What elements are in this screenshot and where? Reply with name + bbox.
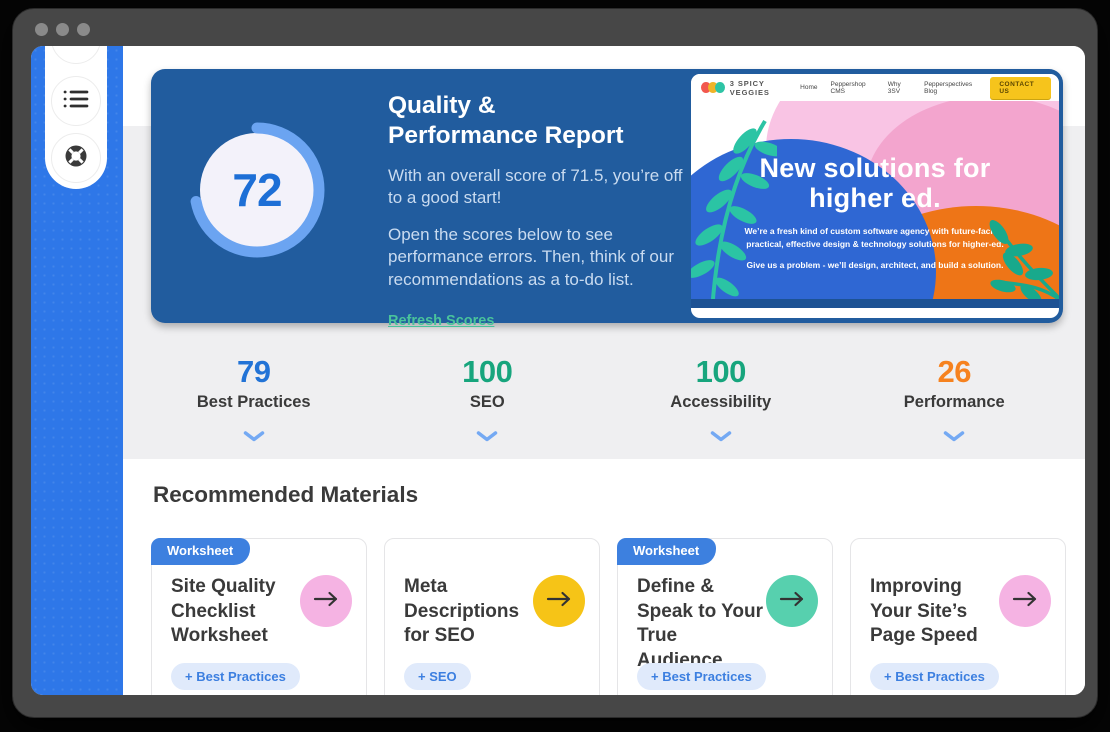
sidebar-button-help[interactable] bbox=[51, 133, 101, 183]
chevron-down-icon[interactable] bbox=[710, 429, 732, 447]
card-arrow-button[interactable] bbox=[533, 575, 585, 627]
category-tag[interactable]: + Best Practices bbox=[637, 663, 766, 690]
card-title: Meta Descriptions for SEO bbox=[404, 576, 520, 647]
sidebar bbox=[31, 46, 123, 695]
score-seo: 100 SEO bbox=[377, 354, 597, 447]
chevron-down-icon[interactable] bbox=[943, 429, 965, 447]
score-label: SEO bbox=[469, 393, 505, 411]
logo-pepper-red-icon bbox=[701, 82, 711, 93]
teal-leaves-corner-icon bbox=[989, 220, 1059, 304]
preview-subtext-1: We’re a fresh kind of custom software ag… bbox=[744, 226, 1006, 250]
score-label: Accessibility bbox=[670, 393, 772, 411]
chevron-down-icon[interactable] bbox=[243, 429, 265, 447]
score-accessibility: 100 Accessibility bbox=[611, 354, 831, 447]
preview-logo-text: 3 SPICY VEGGIES bbox=[729, 78, 770, 97]
score-label: Best Practices bbox=[196, 393, 311, 411]
materials-heading: Recommended Materials bbox=[153, 482, 419, 507]
report-card: 72 Quality & Performance Report With an … bbox=[151, 69, 1063, 329]
worksheet-badge: Worksheet bbox=[151, 538, 251, 565]
arrow-right-icon bbox=[546, 591, 572, 612]
preview-navbar: 3 SPICY VEGGIES Home Peppershop CMS Why … bbox=[691, 74, 1059, 101]
list-icon bbox=[63, 89, 89, 114]
site-preview-thumbnail: 3 SPICY VEGGIES Home Peppershop CMS Why … bbox=[691, 74, 1059, 318]
score-value: 79 bbox=[237, 354, 271, 389]
score-value: 100 bbox=[462, 354, 513, 389]
lifebuoy-icon bbox=[62, 142, 90, 175]
material-card-page-speed[interactable]: Improving Your Site’s Page Speed + Best … bbox=[850, 538, 1066, 695]
chevron-down-icon[interactable] bbox=[476, 429, 498, 447]
window-dot-close bbox=[35, 23, 48, 36]
arrow-right-icon bbox=[313, 591, 339, 612]
overall-score-ring: 72 bbox=[187, 120, 327, 260]
category-tag[interactable]: + Best Practices bbox=[870, 663, 999, 690]
score-value: 26 bbox=[937, 354, 972, 389]
sidebar-button-top[interactable] bbox=[51, 46, 101, 64]
card-arrow-button[interactable] bbox=[999, 575, 1051, 627]
preview-nav-home: Home bbox=[800, 84, 818, 91]
window-dot-maximize bbox=[77, 23, 90, 36]
score-summary-row: 79 Best Practices 100 SEO bbox=[123, 354, 1085, 447]
teal-branch-icon bbox=[691, 119, 777, 308]
browser-window: 72 Quality & Performance Report With an … bbox=[12, 8, 1098, 718]
overall-score-value: 72 bbox=[232, 164, 282, 216]
card-arrow-button[interactable] bbox=[766, 575, 818, 627]
preview-nav-why: Why 3SV bbox=[887, 80, 901, 95]
material-card-site-quality[interactable]: Worksheet Site Quality Checklist Workshe… bbox=[151, 538, 367, 695]
card-title: Define & Speak to Your True Audience bbox=[637, 576, 763, 672]
window-titlebar bbox=[35, 23, 90, 36]
preview-nav-links: Home Peppershop CMS Why 3SV Pepperspecti… bbox=[800, 81, 978, 95]
sidebar-nav bbox=[45, 46, 107, 189]
card-title: Site Quality Checklist Worksheet bbox=[171, 576, 276, 647]
report-text: Quality & Performance Report With an ove… bbox=[388, 91, 703, 330]
preview-heading: New solutions for higher ed. bbox=[759, 153, 991, 214]
preview-contact-button: CONTACT US bbox=[990, 76, 1051, 99]
preview-nav-cms: Peppershop CMS bbox=[830, 80, 866, 95]
main-content: 72 Quality & Performance Report With an … bbox=[123, 46, 1085, 695]
preview-bottom-strip bbox=[691, 299, 1059, 308]
logo-pepper-yellow-icon bbox=[707, 82, 718, 93]
card-arrow-button[interactable] bbox=[300, 575, 352, 627]
card-title: Improving Your Site’s Page Speed bbox=[870, 576, 978, 647]
arrow-right-icon bbox=[779, 591, 805, 612]
app-viewport: 72 Quality & Performance Report With an … bbox=[31, 46, 1085, 695]
worksheet-badge: Worksheet bbox=[617, 538, 717, 565]
report-body-2: Open the scores below to see performance… bbox=[388, 224, 674, 289]
preview-subtext-2: Give us a problem - we’ll design, archit… bbox=[746, 259, 1004, 270]
refresh-scores-link[interactable]: Refresh Scores bbox=[388, 312, 495, 329]
report-body-1: With an overall score of 71.5, you’re of… bbox=[388, 165, 683, 208]
preview-copy: New solutions for higher ed. We’re a fre… bbox=[691, 153, 1059, 270]
logo-pepper-teal-icon bbox=[714, 82, 725, 93]
preview-logo: 3 SPICY VEGGIES bbox=[701, 79, 800, 97]
sidebar-button-scores[interactable] bbox=[51, 76, 101, 126]
score-value: 100 bbox=[695, 354, 747, 389]
report-title: Quality & Performance Report bbox=[388, 92, 624, 149]
score-label: Performance bbox=[903, 393, 1005, 411]
preview-nav-blog: Pepperspectives Blog bbox=[924, 80, 973, 95]
category-tag[interactable]: + Best Practices bbox=[171, 663, 300, 690]
arrow-right-icon bbox=[1012, 591, 1038, 612]
window-dot-minimize bbox=[56, 23, 69, 36]
score-performance: 26 Performance bbox=[844, 354, 1064, 447]
preview-hero: New solutions for higher ed. We’re a fre… bbox=[691, 101, 1059, 308]
materials-cards: Worksheet Site Quality Checklist Workshe… bbox=[151, 538, 1066, 695]
material-card-meta-descriptions[interactable]: Meta Descriptions for SEO + SEO bbox=[384, 538, 600, 695]
category-tag[interactable]: + SEO bbox=[404, 663, 471, 690]
score-best-practices: 79 Best Practices bbox=[144, 354, 364, 447]
material-card-true-audience[interactable]: Worksheet Define & Speak to Your True Au… bbox=[617, 538, 833, 695]
